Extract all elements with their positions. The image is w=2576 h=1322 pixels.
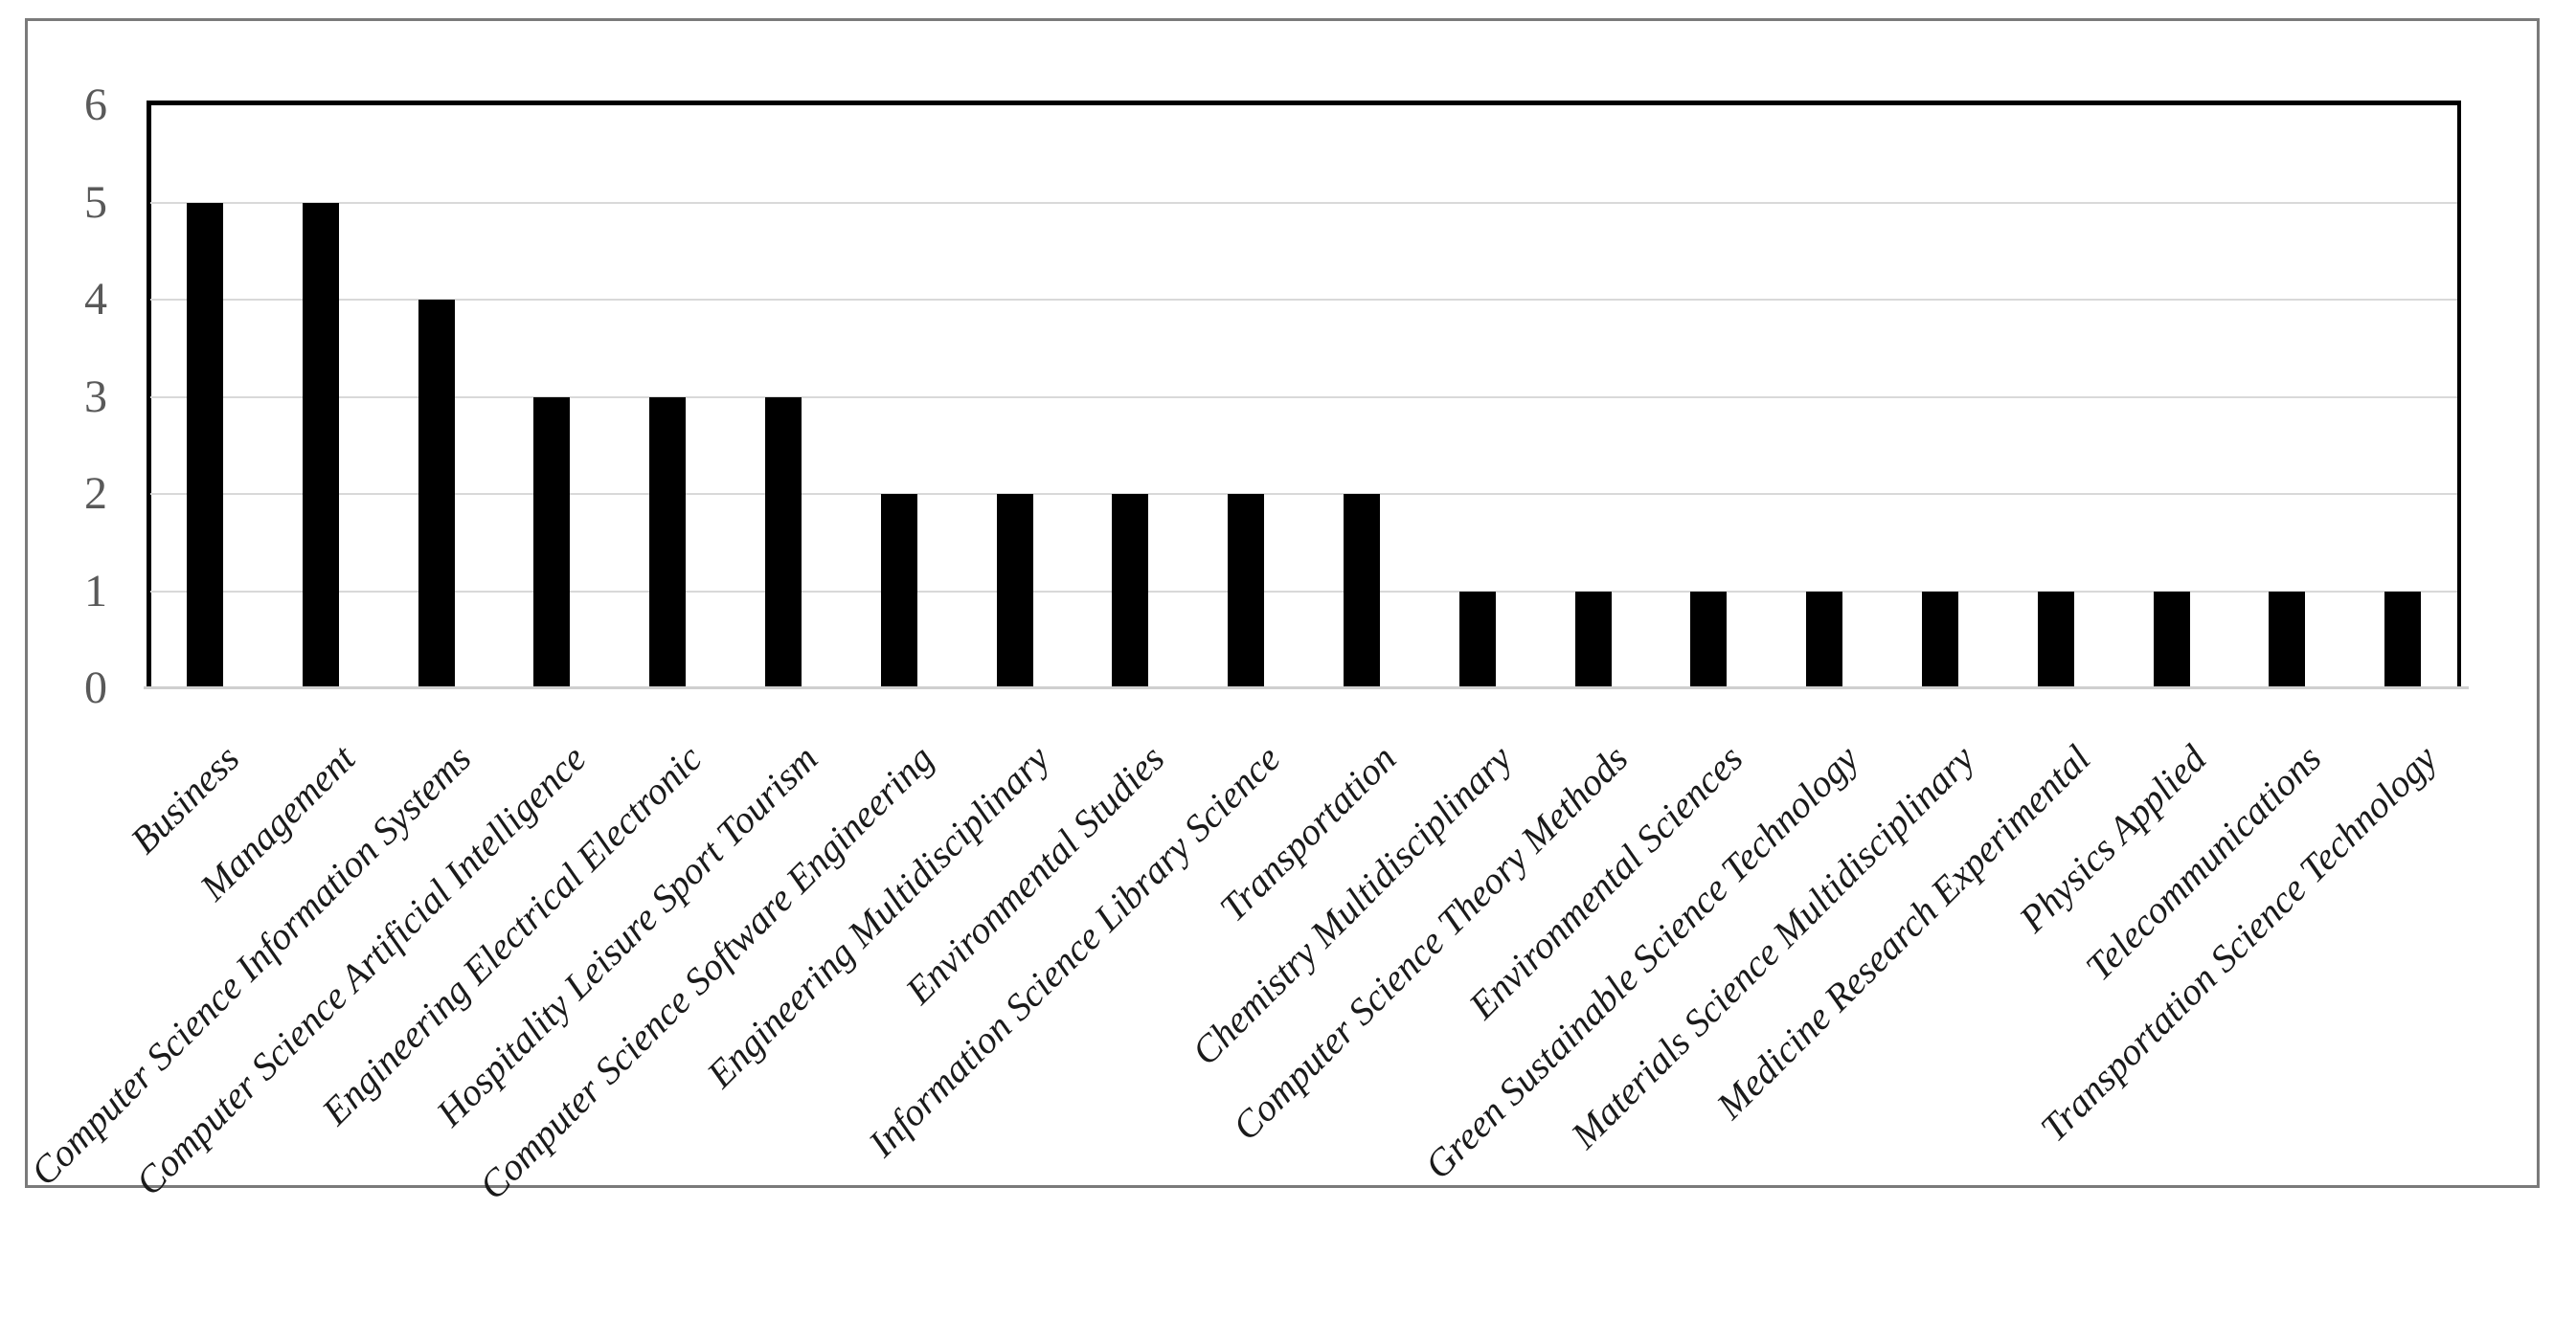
plot-frame	[147, 101, 2461, 688]
figure-border	[25, 18, 2540, 1188]
x-axis-baseline	[144, 686, 2469, 689]
